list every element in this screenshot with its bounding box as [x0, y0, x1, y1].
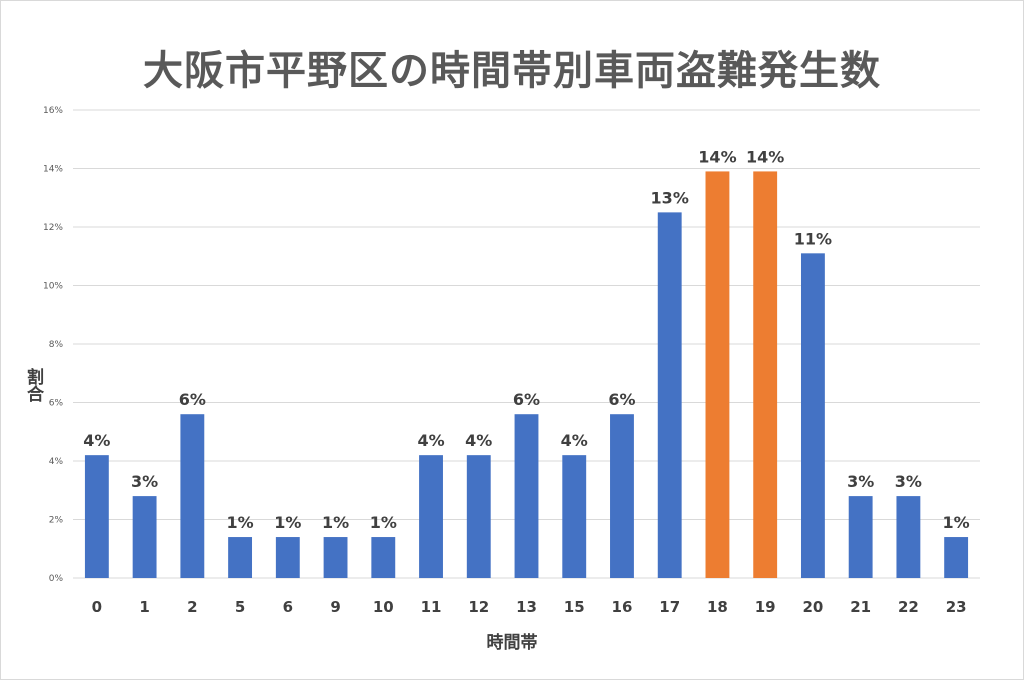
data-label-17: 13% [651, 188, 689, 207]
y-tick-label: 4% [49, 457, 64, 467]
data-label-16: 6% [608, 390, 635, 409]
x-tick-label: 18 [707, 598, 728, 616]
data-label-11: 4% [417, 431, 444, 450]
bar-11 [419, 455, 443, 578]
bar-10 [371, 537, 396, 578]
data-label-10: 1% [370, 513, 397, 532]
x-tick-label: 17 [659, 598, 680, 616]
x-axis-label: 時間帯 [486, 633, 538, 653]
bar-1 [132, 496, 157, 578]
y-tick-label: 6% [49, 399, 64, 409]
data-label-1: 3% [131, 472, 158, 491]
bar-17 [657, 212, 682, 578]
data-label-23: 1% [943, 513, 970, 532]
bar-19 [753, 171, 778, 579]
data-label-12: 4% [465, 431, 492, 450]
x-tick-label: 6 [283, 598, 293, 616]
data-label-6: 1% [274, 513, 301, 532]
bar-21 [848, 496, 873, 578]
x-tick-label: 12 [468, 598, 489, 616]
y-tick-label: 16% [43, 106, 63, 116]
data-label-22: 3% [895, 472, 922, 491]
x-tick-label: 16 [612, 598, 633, 616]
x-ticks: 0 1 2 5 6 9 10 11 12 13 15 16 17 18 19 20 21 22 23 [92, 598, 967, 616]
x-tick-label: 0 [92, 598, 102, 616]
y-tick-label: 12% [43, 223, 63, 233]
bar-9 [323, 537, 348, 578]
data-label-5: 1% [226, 513, 253, 532]
bar-15 [562, 455, 587, 578]
x-tick-label: 22 [898, 598, 919, 616]
x-tick-label: 5 [235, 598, 245, 616]
y-tick-label: 8% [49, 340, 64, 350]
x-tick-label: 2 [187, 598, 197, 616]
bar-13 [514, 414, 539, 578]
data-label-2: 6% [179, 390, 206, 409]
y-axis-label: 割合 [23, 368, 43, 402]
x-tick-label: 23 [946, 598, 967, 616]
bar-12 [466, 455, 491, 578]
y-ticks: 0% 2% 4% 6% 8% 10% 12% 14% 16% [43, 106, 63, 584]
x-tick-label: 20 [802, 598, 823, 616]
y-tick-label: 0% [49, 574, 64, 584]
data-label-19: 14% [746, 147, 784, 166]
data-label-13: 6% [513, 390, 540, 409]
x-tick-label: 1 [139, 598, 149, 616]
x-tick-label: 19 [755, 598, 776, 616]
bar-23 [944, 537, 969, 578]
chart-title: 大阪市平野区の時間帯別車両盗難発生数 [143, 48, 881, 94]
x-tick-label: 11 [421, 598, 442, 616]
data-label-15: 4% [561, 431, 588, 450]
bar-18 [705, 171, 730, 579]
bars [84, 171, 969, 579]
data-label-20: 11% [794, 229, 832, 248]
bar-16 [610, 414, 634, 578]
x-tick-label: 21 [850, 598, 871, 616]
bar-20 [800, 253, 825, 578]
bar-22 [896, 496, 921, 578]
data-label-21: 3% [847, 472, 874, 491]
data-label-18: 14% [698, 147, 736, 166]
bar-5 [228, 537, 253, 578]
y-tick-label: 2% [49, 516, 64, 526]
x-tick-label: 10 [373, 598, 394, 616]
bar-6 [275, 537, 300, 578]
x-tick-label: 15 [564, 598, 585, 616]
bar-0 [84, 455, 109, 578]
bar-2 [180, 414, 205, 578]
y-tick-label: 14% [43, 165, 63, 175]
data-labels: 4% 3% 6% 1% 1% 1% 1% 4% 4% 6% 4% 6% 13% 14% 14% 11% 3% 3%… [83, 147, 969, 532]
data-label-9: 1% [322, 513, 349, 532]
x-tick-label: 13 [516, 598, 537, 616]
data-label-0: 4% [83, 431, 110, 450]
y-tick-label: 10% [43, 282, 63, 292]
x-tick-label: 9 [330, 598, 340, 616]
